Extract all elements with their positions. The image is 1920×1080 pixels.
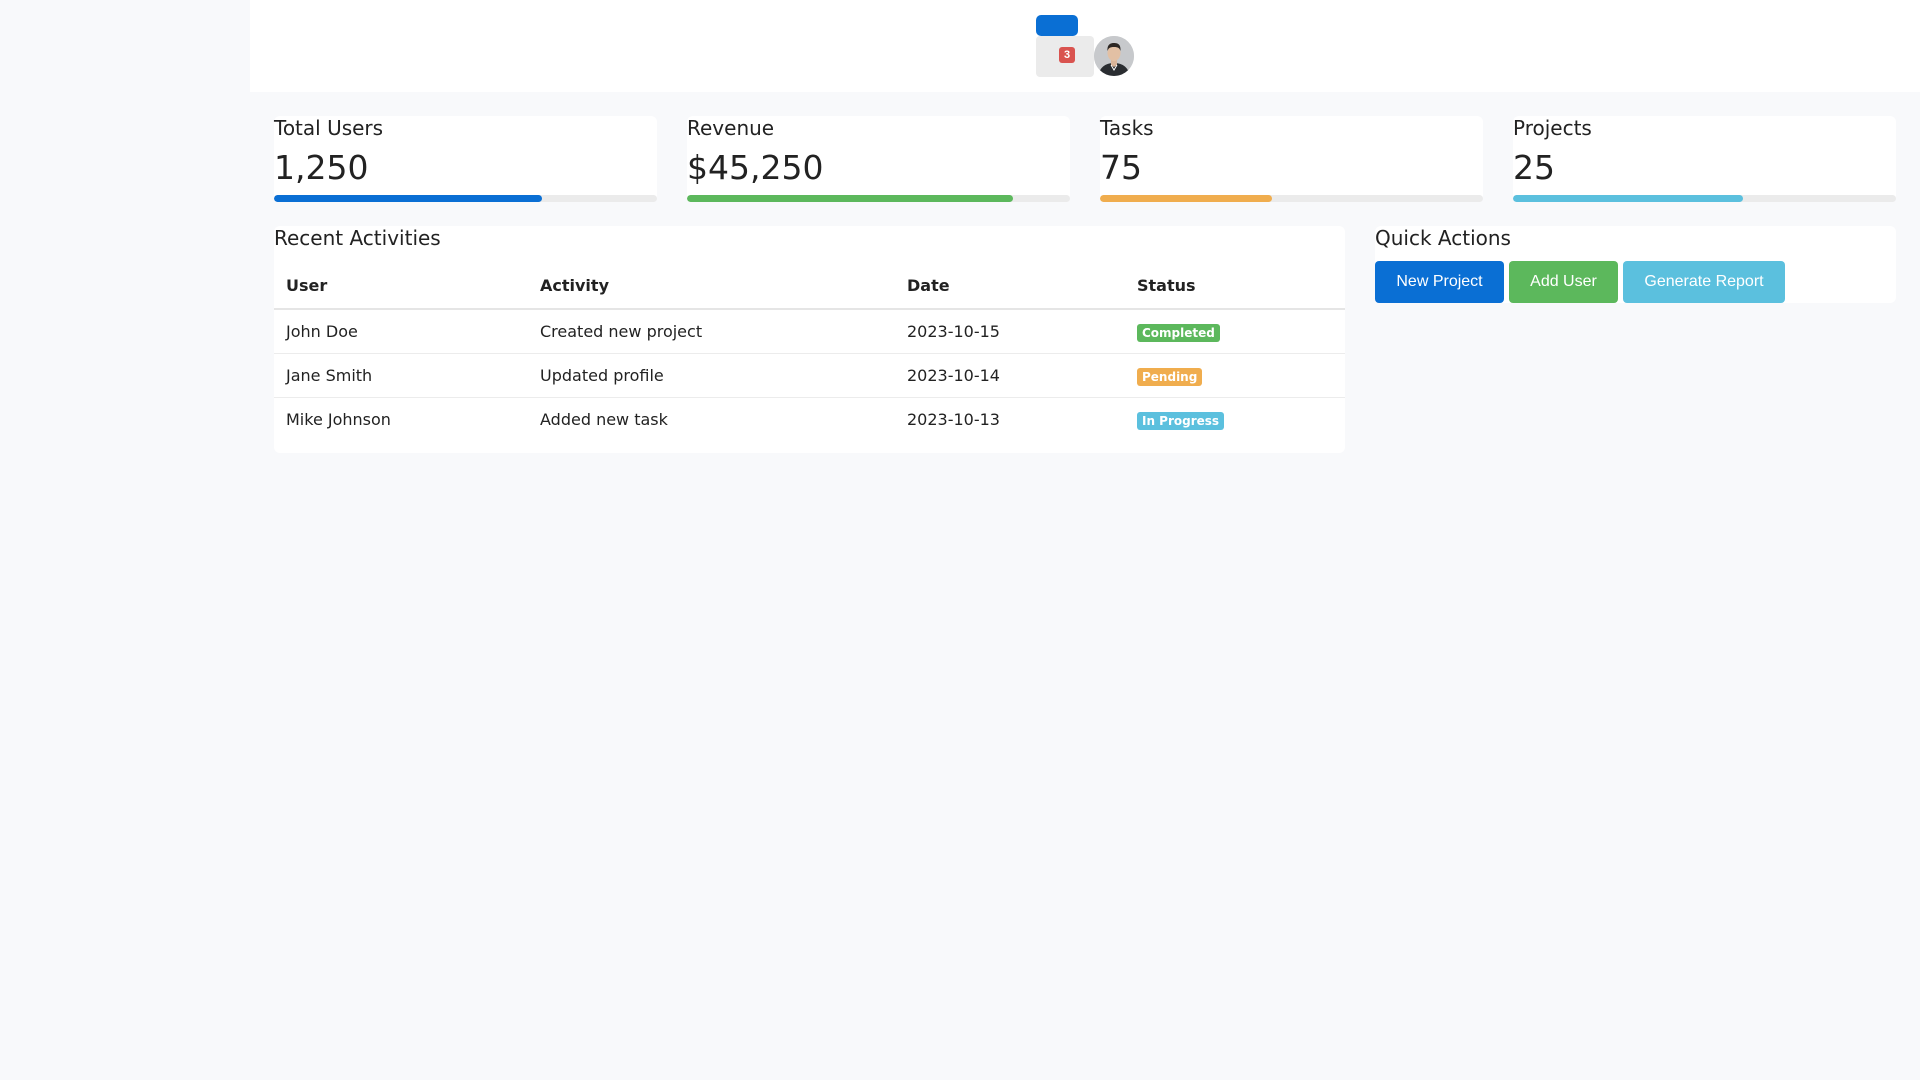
cell-activity: Updated profile bbox=[528, 353, 895, 398]
cell-activity: Added new task bbox=[540, 410, 668, 429]
status-badge: Pending bbox=[1137, 367, 1203, 386]
user-avatar-icon bbox=[1094, 36, 1134, 76]
quick-actions-card: Quick Actions New Project Add User Gener… bbox=[1375, 226, 1896, 303]
progress-fill bbox=[274, 195, 543, 202]
progress-fill bbox=[1513, 195, 1743, 202]
status-badge: Completed bbox=[1137, 323, 1220, 342]
table-header-row: User Activity Date Status bbox=[274, 262, 1345, 310]
stat-value: 1,250 bbox=[274, 148, 369, 187]
stat-title: Total Users bbox=[274, 116, 384, 140]
cell-user: John Doe bbox=[274, 309, 528, 354]
column-header-user: User bbox=[274, 262, 528, 310]
status-badge: In Progress bbox=[1137, 411, 1225, 430]
stat-value: $45,250 bbox=[687, 148, 824, 187]
progress-bar bbox=[1100, 195, 1483, 202]
section-title: Quick Actions bbox=[1375, 226, 1511, 250]
top-header: 3 bbox=[250, 0, 1920, 92]
cell-user: Mike Johnson bbox=[286, 410, 391, 429]
cell-activity: Created new project bbox=[528, 309, 895, 354]
cell-status: Pending bbox=[1125, 353, 1345, 398]
activities-table: User Activity Date Status John Doe Creat… bbox=[274, 262, 1345, 441]
table-row: Jane Smith Updated profile 2023-10-14 Pe… bbox=[274, 353, 1345, 398]
stat-value: 25 bbox=[1513, 148, 1555, 187]
column-header-status: Status bbox=[1125, 262, 1345, 310]
cell-user: Jane Smith bbox=[274, 353, 528, 398]
stat-card-projects: Projects 25 bbox=[1513, 116, 1896, 202]
table-row: Mike Johnson Added new task 2023-10-13 I… bbox=[274, 398, 1345, 442]
cell-status: Completed bbox=[1125, 309, 1345, 354]
recent-activities-card: Recent Activities User Activity Date Sta… bbox=[274, 226, 1345, 453]
stat-title: Revenue bbox=[687, 116, 775, 140]
new-project-button[interactable]: New Project bbox=[1375, 261, 1504, 303]
cell-date: 2023-10-14 bbox=[895, 353, 1125, 398]
stat-value: 75 bbox=[1100, 148, 1142, 187]
progress-fill bbox=[1100, 195, 1273, 202]
add-user-button[interactable]: Add User bbox=[1509, 261, 1618, 303]
sidebar bbox=[0, 0, 250, 1080]
notification-badge: 3 bbox=[1059, 47, 1075, 63]
progress-fill bbox=[687, 195, 1013, 202]
section-title: Recent Activities bbox=[274, 226, 441, 250]
menu-button[interactable] bbox=[1036, 15, 1078, 36]
avatar[interactable] bbox=[1094, 36, 1134, 76]
stat-card-total-users: Total Users 1,250 bbox=[274, 116, 657, 202]
cell-date: 2023-10-15 bbox=[895, 309, 1125, 354]
stat-card-tasks: Tasks 75 bbox=[1100, 116, 1483, 202]
stat-card-revenue: Revenue $45,250 bbox=[687, 116, 1070, 202]
progress-bar bbox=[687, 195, 1070, 202]
progress-bar bbox=[274, 195, 657, 202]
notifications-button[interactable]: 3 bbox=[1036, 36, 1094, 77]
cell-status: In Progress bbox=[1125, 398, 1345, 442]
generate-report-button[interactable]: Generate Report bbox=[1623, 261, 1785, 303]
progress-bar bbox=[1513, 195, 1896, 202]
stat-title: Tasks bbox=[1100, 116, 1154, 140]
stat-title: Projects bbox=[1513, 116, 1592, 140]
table-row: John Doe Created new project 2023-10-15 … bbox=[274, 309, 1345, 354]
column-header-activity: Activity bbox=[528, 262, 895, 310]
column-header-date: Date bbox=[895, 262, 1125, 310]
cell-date: 2023-10-13 bbox=[907, 410, 1000, 429]
